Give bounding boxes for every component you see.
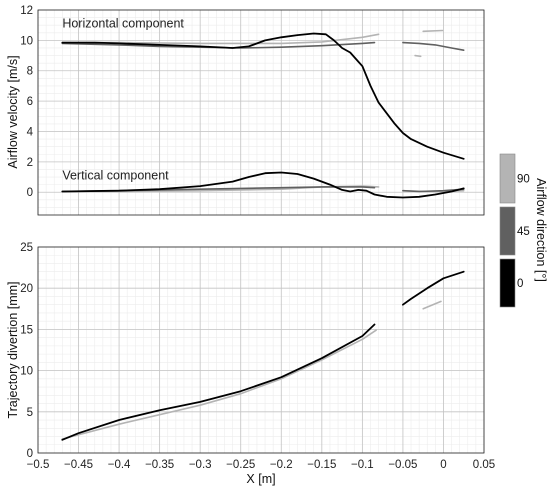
velocity-y-tick-label: 2 [27, 157, 33, 169]
trajectory-y-tick-label: 5 [27, 407, 33, 419]
trajectory-axes-box [37, 246, 485, 454]
trajectory-x-tick-label: −0.15 [307, 459, 336, 471]
velocity-ticks: 0 2 4 6 8 10 12 [20, 5, 33, 199]
trajectory-x-tick-label: −0.35 [145, 459, 174, 471]
colorbar-tick-label: 90 [517, 174, 530, 186]
colorbar-tick-label: 0 [517, 278, 523, 290]
colorbar-label: Airflow direction [°] [534, 178, 548, 282]
colorbar-tick-label: 45 [517, 226, 530, 238]
trajectory-x-tick-label: −0.5 [27, 459, 50, 471]
trajectory-x-tick-label: 0.05 [473, 459, 495, 471]
velocity-series [61, 29, 465, 199]
velocity-series-line-horizontal-90 [422, 29, 444, 33]
velocity-y-tick-label: 0 [27, 187, 33, 199]
colorbar-block-45 [499, 206, 516, 256]
trajectory-y-axis-label: Trajectory divertion [mm] [6, 281, 20, 418]
trajectory-x-tick-label: −0.1 [351, 459, 374, 471]
trajectory-series [61, 270, 465, 441]
trajectory-x-tick-label: −0.3 [189, 459, 212, 471]
annotation-horizontal: Horizontal component [62, 17, 184, 31]
velocity-series-line-horizontal-45 [402, 41, 465, 51]
trajectory-x-tick-label: −0.05 [388, 459, 417, 471]
trajectory-x-tick-label: −0.2 [270, 459, 293, 471]
x-axis-label: X [m] [246, 472, 275, 486]
velocity-series-line-vertical-0 [61, 171, 465, 199]
annotation-vertical: Vertical component [62, 169, 169, 183]
colorbar-block-0 [499, 258, 516, 308]
trajectory-series-line-90 [422, 300, 442, 310]
trajectory-series-line-0 [402, 270, 465, 306]
trajectory-x-tick-label: −0.45 [64, 459, 93, 471]
trajectory-y-tick-label: 10 [20, 366, 33, 378]
velocity-panel: 0 2 4 6 8 10 12 Horizontal component Vertical … [6, 5, 485, 216]
trajectory-series-line-90 [61, 329, 377, 440]
trajectory-y-tick-label: 25 [20, 242, 33, 254]
velocity-y-tick-label: 10 [20, 35, 33, 47]
trajectory-y-tick-label: 0 [27, 448, 33, 460]
colorbar: 90 45 0 Airflow direction [°] [499, 153, 548, 308]
trajectory-x-tick-label: 0 [440, 459, 446, 471]
velocity-y-tick-label: 8 [27, 66, 33, 78]
velocity-axes-box [37, 9, 485, 216]
trajectory-ticks: 0 5 10 15 20 25 −0.5 −0.45 −0.4 −0.35 −0.3 −0.25 −0.… [20, 242, 495, 471]
velocity-y-tick-label: 4 [27, 126, 34, 138]
trajectory-x-tick-label: −0.25 [226, 459, 255, 471]
velocity-y-tick-label: 12 [20, 5, 33, 17]
trajectory-plot-area [38, 247, 484, 453]
trajectory-series-line-0 [61, 323, 376, 441]
velocity-series-line-vertical-45 [402, 188, 465, 193]
colorbar-block-90 [499, 153, 516, 204]
velocity-series-line-horizontal-0 [61, 32, 465, 160]
velocity-series-line-horizontal-90 [414, 54, 422, 58]
trajectory-y-tick-label: 15 [20, 324, 33, 336]
velocity-y-tick-label: 6 [27, 96, 33, 108]
velocity-y-axis-label: Airflow velocity [m/s] [6, 55, 20, 168]
trajectory-x-tick-label: −0.4 [108, 459, 131, 471]
trajectory-y-tick-label: 20 [20, 283, 33, 295]
trajectory-panel: 0 5 10 15 20 25 −0.5 −0.45 −0.4 −0.35 −0.3 −0.25 −0.… [6, 242, 495, 486]
